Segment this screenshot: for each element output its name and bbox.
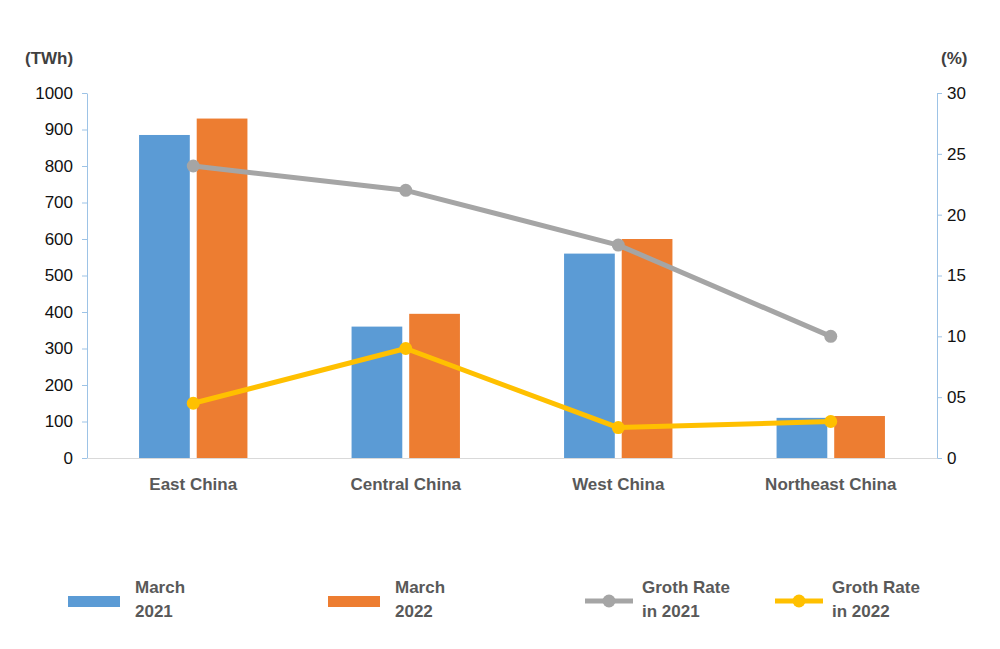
y-tick-mark [82,312,87,313]
y-tick-mark [82,93,87,94]
y2-tick: 0 [937,449,956,468]
y-tick-mark [82,203,87,204]
plot-area [139,119,885,458]
y-tick: 800 [45,157,87,176]
y-tick: 100 [45,412,87,431]
x-tick: West China [572,475,665,494]
y2-tick-label: 10 [947,327,966,346]
line-marker [399,342,412,355]
x-tick: East China [149,475,237,494]
y2-tick: 20 [937,206,966,225]
bar [834,416,885,458]
line-marker [824,415,837,428]
bar [564,254,615,458]
line [193,166,831,336]
y-tick-label: 600 [45,230,73,249]
line-marker [824,330,837,343]
legend-item: Groth Ratein 2021 [585,578,730,621]
line-marker [612,239,625,252]
x-tick-label: Central China [350,475,461,494]
x-tick: Northeast China [765,475,897,494]
y-tick-mark [82,130,87,131]
y2-tick-label: 25 [947,145,966,164]
x-axis-line [88,458,938,459]
legend-item: March2022 [328,578,445,621]
y-tick-mark [82,422,87,423]
line-marker [187,397,200,410]
y2-tick: 10 [937,327,966,346]
y-tick-label: 0 [64,449,73,468]
y-tick: 300 [45,339,87,358]
y-tick-label: 100 [45,412,73,431]
legend-label: Groth Ratein 2021 [642,578,730,621]
legend-label: Groth Ratein 2022 [832,578,920,621]
y-tick-label: 300 [45,339,73,358]
y-tick: 700 [45,193,87,212]
y-tick-mark [82,276,87,277]
x-tick-label: West China [572,475,665,494]
y-axis-title: (TWh) [25,49,73,68]
y2-tick: 15 [937,266,966,285]
x-tick-label: Northeast China [765,475,897,494]
legend-item: Groth Ratein 2022 [775,578,920,621]
y-tick: 600 [45,230,87,249]
y-tick-label: 700 [45,193,73,212]
y-tick: 400 [45,303,87,322]
bar [139,135,190,458]
y-tick: 0 [64,449,87,468]
y-tick-label: 800 [45,157,73,176]
y2-tick-label: 05 [947,388,966,407]
y-tick-mark [82,385,87,386]
y-tick-mark [82,166,87,167]
y-tick-label: 500 [45,266,73,285]
y2-tick-label: 0 [947,449,956,468]
y-tick-mark [82,458,87,459]
line-marker [612,421,625,434]
y2-tick: 25 [937,145,966,164]
y-tick: 900 [45,120,87,139]
y2-tick-mark [937,276,942,277]
x-axis: East China Central China West China Northea… [88,459,938,495]
line [193,349,831,428]
y-tick-label: 400 [45,303,73,322]
legend: March2021 March2022 Groth Ratein 2021 Groth… [68,578,920,621]
x-tick: Central China [350,475,461,494]
legend-item: March2021 [68,578,185,621]
y2-tick: 05 [937,388,966,407]
legend-symbol [603,595,616,608]
y2-tick-mark [937,215,942,216]
y2-tick-mark [937,336,942,337]
y2-tick-mark [937,458,942,459]
y-tick: 200 [45,376,87,395]
y-tick-label: 200 [45,376,73,395]
y2-tick-label: 30 [947,84,966,103]
x-tick-label: East China [149,475,237,494]
legend-symbol [68,596,120,607]
y2-tick: 30 [937,84,966,103]
y-tick-mark [82,239,87,240]
y-tick: 1000 [35,84,87,103]
bar [409,314,460,458]
y2-tick-mark [937,397,942,398]
y-tick-label: 900 [45,120,73,139]
bar [352,327,403,458]
legend-label: March2021 [135,578,185,621]
y-tick-label: 1000 [35,84,73,103]
line-marker [187,160,200,173]
y-axis: 0 100 200 300 400 500 600 700 800 900 1000 [35,84,87,468]
y2-axis: 0 05 10 15 20 25 30 [937,84,966,468]
y2-tick-label: 15 [947,266,966,285]
legend-symbol [328,596,380,607]
y-axis-line [87,94,88,459]
y2-tick-label: 20 [947,206,966,225]
y-tick: 500 [45,266,87,285]
y2-tick-mark [937,93,942,94]
y2-axis-title: (%) [941,49,967,68]
legend-label: March2022 [395,578,445,621]
chart: 0 100 200 300 400 500 600 700 800 900 1000 0 05 10 15 2… [0,0,1000,649]
line-marker [399,184,412,197]
y-tick-mark [82,349,87,350]
y2-tick-mark [937,154,942,155]
legend-symbol [793,595,806,608]
